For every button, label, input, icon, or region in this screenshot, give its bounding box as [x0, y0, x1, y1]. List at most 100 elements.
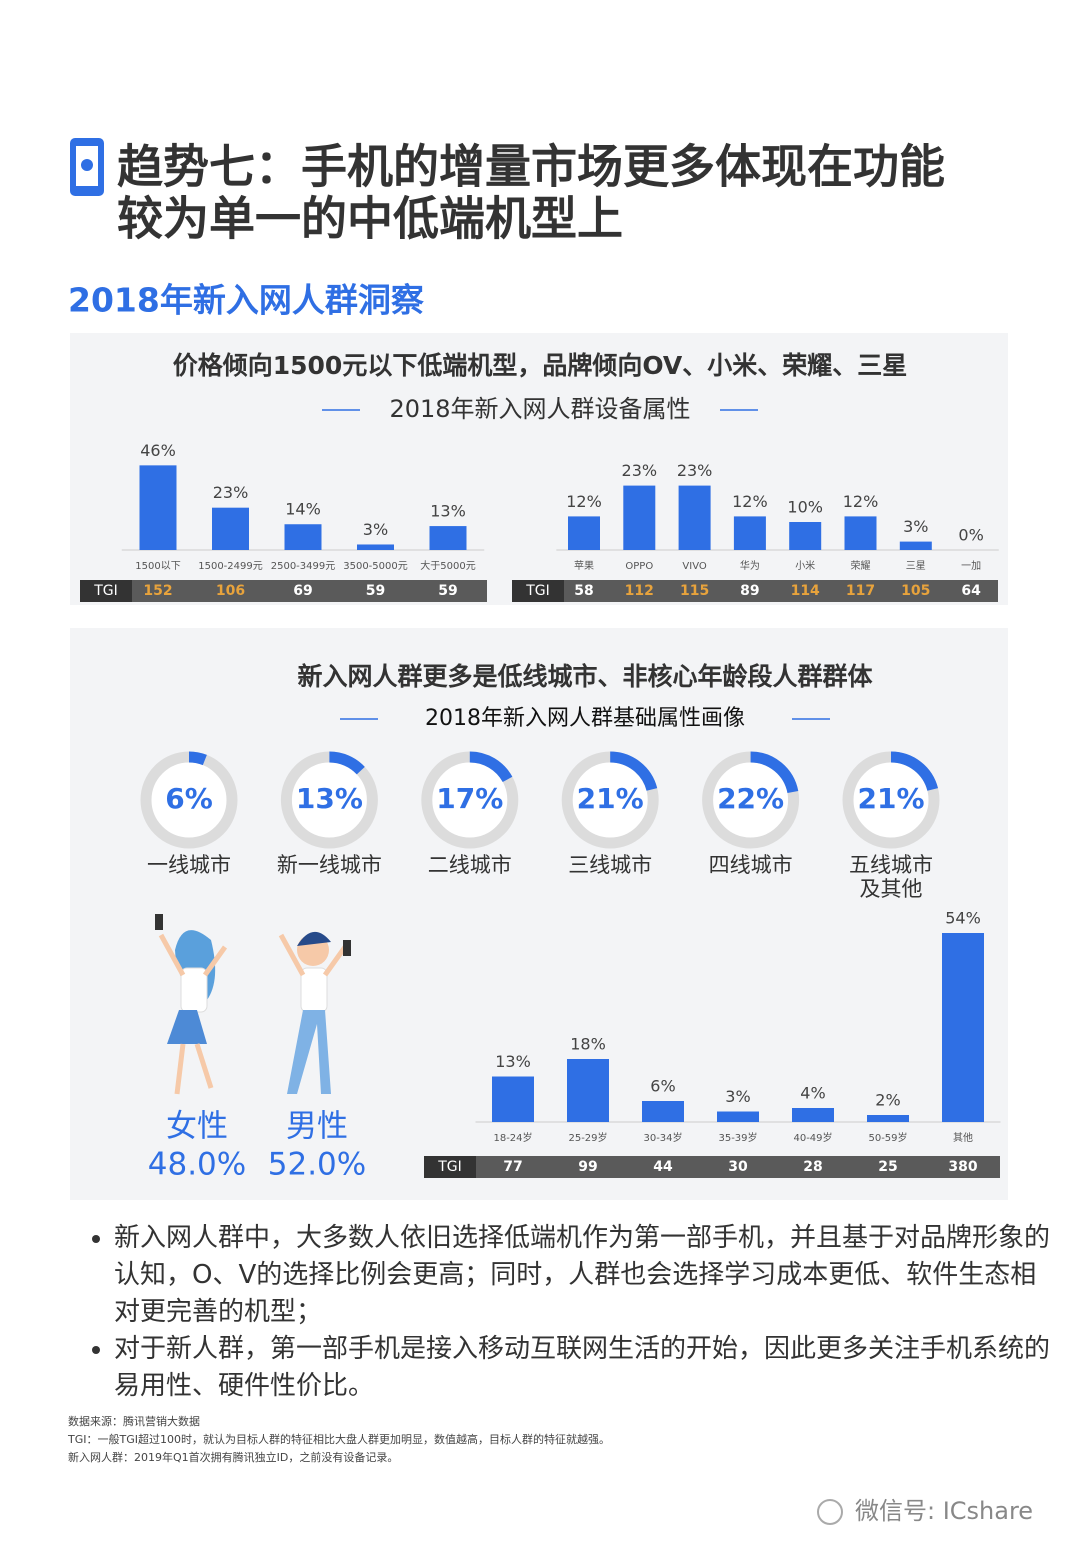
tgi-row	[80, 580, 487, 602]
panel	[70, 628, 1008, 1200]
ring-label: 四线城市	[709, 853, 793, 877]
tgi-value: 28	[803, 1159, 822, 1175]
value-label: 23%	[677, 461, 713, 480]
value-label: 4%	[800, 1084, 825, 1103]
tgi-value: 112	[625, 583, 654, 599]
bar	[429, 526, 467, 550]
category-label: 其他	[953, 1131, 973, 1144]
bar	[678, 485, 711, 550]
gender-value: 52.0%	[268, 1147, 366, 1183]
tgi-value: 106	[216, 583, 245, 599]
tgi-value: 152	[143, 583, 172, 599]
hair	[297, 931, 331, 946]
bar	[567, 1059, 609, 1122]
value-label: 10%	[787, 498, 823, 517]
bar	[942, 933, 984, 1122]
bar	[717, 1111, 759, 1122]
value-label: 12%	[566, 492, 602, 511]
value-label: 12%	[732, 492, 768, 511]
tgi-value: 59	[366, 583, 385, 599]
category-label: 30-34岁	[643, 1131, 682, 1144]
panel-title: 价格倾向1500元以下低端机型，品牌倾向OV、小米、荣耀、三星	[173, 351, 908, 380]
panel-subtitle: 2018年新入网人群基础属性画像	[425, 706, 745, 731]
bar	[844, 516, 877, 550]
ring-arc	[421, 751, 519, 849]
category-label: 华为	[740, 559, 760, 572]
bar	[139, 465, 177, 550]
ring-value: 21%	[857, 782, 924, 815]
value-label: 14%	[285, 500, 321, 519]
tgi-value: 30	[728, 1159, 748, 1175]
bar	[284, 524, 322, 550]
category-label: OPPO	[625, 561, 653, 572]
torso	[300, 967, 328, 1013]
bar	[867, 1115, 909, 1122]
tgi-head	[80, 580, 132, 602]
bar	[789, 522, 822, 550]
arm	[278, 933, 348, 977]
tgi-label: TGI	[437, 1159, 462, 1175]
value-label: 13%	[430, 502, 466, 521]
arm	[158, 933, 228, 977]
gender-label: 女性	[166, 1109, 228, 1145]
tgi-head	[512, 580, 564, 602]
category-label: 荣耀	[851, 560, 871, 572]
value-label: 0%	[958, 526, 983, 545]
tgi-value: 117	[846, 583, 875, 599]
tgi-value: 114	[791, 583, 820, 599]
bar	[492, 1076, 534, 1122]
value-label: 3%	[903, 517, 928, 536]
ring-label: 一线城市	[147, 853, 231, 877]
category-label: 18-24岁	[493, 1131, 532, 1144]
page-title: 较为单一的中低端机型上	[117, 192, 623, 246]
tgi-value: 77	[503, 1159, 522, 1175]
ring-label: 新一线城市	[277, 853, 382, 877]
bullet-list: 新入网人群中，大多数人依旧选择低端机作为第一部手机，并且基于对品牌形象的认知，O…	[70, 1220, 1059, 1405]
page-title: 趋势七：手机的增量市场更多体现在功能	[117, 140, 945, 194]
category-label: 2500-3499元	[271, 561, 336, 572]
phone	[155, 914, 163, 930]
tgi-value: 380	[948, 1159, 977, 1175]
skirt	[167, 1010, 207, 1044]
bullet: 新入网人群中，大多数人依旧选择低端机作为第一部手机，并且基于对品牌形象的认知，O…	[114, 1220, 1059, 1331]
ring-arc	[280, 751, 378, 849]
tgi-value: 44	[653, 1159, 673, 1175]
ring-arc	[561, 751, 659, 849]
category-label: 苹果	[574, 559, 594, 572]
ring-label: 五线城市及其他	[849, 853, 933, 901]
watermark: 微信号: ICshare	[855, 1497, 1033, 1525]
panel-subtitle: 2018年新入网人群设备属性	[389, 395, 690, 423]
phone	[343, 940, 351, 956]
ring-label: 三线城市	[568, 853, 652, 877]
ring-arc	[702, 751, 800, 849]
bar	[212, 507, 249, 550]
value-label: 2%	[875, 1091, 900, 1110]
category-label: 1500以下	[135, 561, 180, 572]
note: 新入网人群：2019年Q1首次拥有腾讯独立ID，之前没有设备记录。	[68, 1451, 399, 1464]
bar	[899, 541, 932, 550]
category-label: 大于5000元	[420, 559, 475, 572]
icon-dot	[81, 159, 93, 171]
category-label: 3500-5000元	[343, 561, 408, 572]
category-label: 40-49岁	[793, 1131, 832, 1144]
person-figure	[278, 931, 351, 1094]
tgi-value: 59	[438, 583, 457, 599]
wechat-logo	[817, 1499, 843, 1525]
value-label: 13%	[495, 1052, 531, 1071]
legs	[287, 1010, 331, 1094]
bar	[568, 516, 600, 550]
tgi-value: 89	[740, 583, 759, 599]
ring-value: 22%	[717, 782, 784, 815]
category-label: 35-39岁	[718, 1131, 757, 1144]
tgi-value: 64	[961, 583, 981, 599]
note: TGI：一般TGI超过100时，就认为目标人群的特征相比大盘人群更加明显，数值越…	[68, 1433, 610, 1446]
category-label: 小米	[795, 559, 815, 572]
value-label: 3%	[363, 520, 388, 539]
tgi-value: 105	[901, 583, 930, 599]
tgi-head	[424, 1156, 476, 1178]
value-label: 54%	[945, 909, 981, 928]
torso	[180, 967, 208, 1013]
tgi-label: TGI	[525, 583, 550, 599]
category-label: 1500-2499元	[198, 561, 263, 572]
